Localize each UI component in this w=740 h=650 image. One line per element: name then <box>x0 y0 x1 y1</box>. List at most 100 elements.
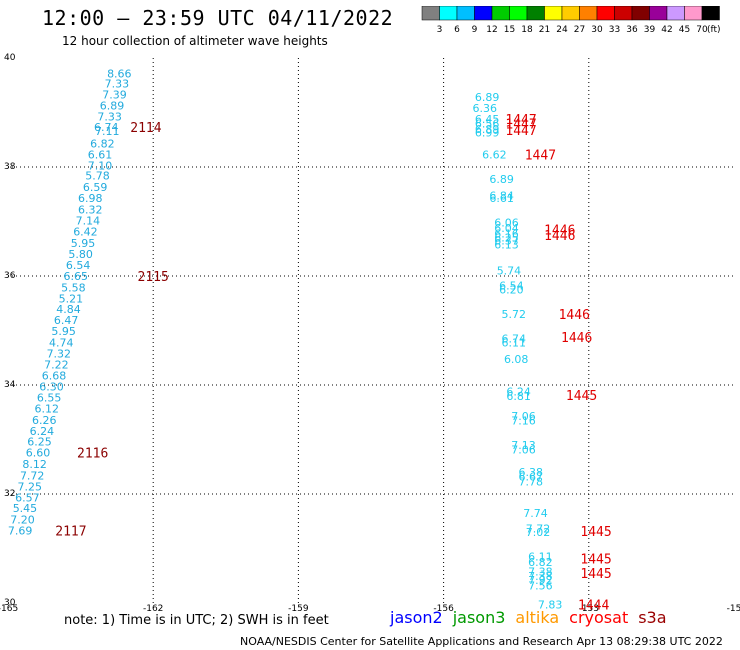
colorbar-label: 3 <box>437 25 443 35</box>
wave-height-label: 7.22 <box>44 358 69 371</box>
wave-height-label: 7.16 <box>511 414 536 427</box>
colorbar-label: 18 <box>521 25 533 35</box>
wave-height-label: 6.98 <box>78 192 103 205</box>
wave-height-label: 6.16 <box>494 227 519 240</box>
colorbar-label: 6 <box>454 25 460 35</box>
y-tick-label: 32 <box>4 489 15 499</box>
colorbar-label: 30 <box>591 25 603 35</box>
wave-height-label: 6.54 <box>66 259 91 272</box>
wave-height-label: 6.99 <box>475 127 500 140</box>
wave-height-label: 6.61 <box>88 148 113 161</box>
wave-height-label: 7.56 <box>528 580 553 593</box>
wave-height-label: 7.32 <box>47 347 72 360</box>
x-tick-label: -159 <box>288 604 309 614</box>
wave-height-label: 6.65 <box>64 270 89 283</box>
wave-height-label: 6.89 <box>475 123 500 136</box>
wave-height-label: 6.06 <box>494 217 519 230</box>
pass-time-label: 1447 <box>505 124 536 139</box>
pass-time-label: 2116 <box>77 447 108 462</box>
wave-height-label: 6.25 <box>27 436 52 449</box>
wave-height-label: 6.25 <box>494 231 519 244</box>
wave-height-label: 7.33 <box>105 78 130 91</box>
footer-note: note: 1) Time is in UTC; 2) SWH is in fe… <box>64 613 329 628</box>
colorbar-label: 33 <box>609 25 620 35</box>
wave-height-label: 6.89 <box>100 99 125 112</box>
pass-time-label: 1446 <box>544 224 575 239</box>
wave-height-label: 6.56 <box>475 117 500 130</box>
wave-height-label: 5.80 <box>68 248 93 261</box>
wave-height-label: 7.72 <box>20 469 45 482</box>
wave-height-label: 6.24 <box>30 425 55 438</box>
wave-height-label: 6.59 <box>83 181 108 194</box>
wave-height-label: 6.45 <box>475 113 500 126</box>
wave-height-label: 6.38 <box>518 466 543 479</box>
colorbar-label: 15 <box>504 25 515 35</box>
wave-height-label: 7.06 <box>511 410 536 423</box>
wave-height-label: 6.74 <box>94 121 119 134</box>
pass-time-label: 1447 <box>525 148 556 163</box>
x-tick-label: -165 <box>0 604 18 614</box>
wave-height-label: 5.95 <box>51 325 76 338</box>
satellite-legend: jason2 jason3 altika cryosat s3a <box>390 608 677 627</box>
pass-time-label: 2115 <box>138 270 169 285</box>
wave-height-label: 6.68 <box>42 370 67 383</box>
wave-height-label: 6.74 <box>502 333 527 346</box>
colorbar-label: 70 <box>696 25 708 35</box>
wave-height-label: 5.45 <box>13 502 38 515</box>
pass-time-label: 1445 <box>580 552 611 567</box>
wave-height-label: 4.84 <box>56 303 81 316</box>
x-tick-label: -156 <box>433 604 454 614</box>
wave-height-label: 7.10 <box>88 159 113 172</box>
wave-height-label: 7.72 <box>526 522 551 535</box>
wave-height-label: 6.82 <box>90 138 115 151</box>
wave-height-label: 6.04 <box>494 222 519 235</box>
colorbar-label: 39 <box>644 25 656 35</box>
pass-time-label: 2114 <box>130 121 161 136</box>
pass-time-label: 1446 <box>544 229 575 244</box>
wave-height-label: 6.84 <box>489 189 514 202</box>
pass-time-label: 1445 <box>566 389 597 404</box>
wave-height-label: 5.74 <box>497 265 522 278</box>
colorbar-label: 21 <box>539 25 550 35</box>
x-tick-label: -153 <box>579 604 599 614</box>
colorbar-label: 9 <box>472 25 478 35</box>
wave-height-label: 7.33 <box>97 110 122 123</box>
wave-height-label: 6.20 <box>499 284 524 297</box>
pass-time-label: 1447 <box>505 113 536 128</box>
page-subtitle: 12 hour collection of altimeter wave hei… <box>62 34 328 48</box>
pass-time-label: 1446 <box>559 308 590 323</box>
wave-height-label: 6.89 <box>475 91 500 104</box>
wave-height-label: 6.62 <box>482 148 507 161</box>
y-tick-label: 40 <box>4 53 16 63</box>
pass-time-label: 1445 <box>580 525 611 540</box>
wave-height-label: 7.11 <box>95 125 120 138</box>
wave-height-label: 6.47 <box>54 314 79 327</box>
y-tick-label: 30 <box>4 598 16 608</box>
pass-time-label: 1445 <box>580 567 611 582</box>
wave-height-label: 4.74 <box>49 336 74 349</box>
colorbar-label: 27 <box>574 25 585 35</box>
wave-height-label: 6.42 <box>73 225 98 238</box>
wave-height-label: 5.95 <box>71 237 96 250</box>
x-tick-label: -15 <box>727 604 740 614</box>
colorbar-label: 24 <box>556 25 568 35</box>
wave-height-label: 5.58 <box>61 281 86 294</box>
wave-height-label: 7.14 <box>76 214 101 227</box>
legend-entry-s3a: s3a <box>638 608 667 627</box>
y-tick-label: 36 <box>4 271 16 281</box>
wave-height-label: 8.12 <box>22 458 47 471</box>
x-tick-label: -162 <box>143 604 163 614</box>
wave-height-label: 8.66 <box>107 67 132 80</box>
wave-height-label: 5.21 <box>59 292 84 305</box>
wave-height-label: 7.13 <box>511 439 536 452</box>
wave-height-label: 7.38 <box>528 565 553 578</box>
colorbar-label: 42 <box>661 25 672 35</box>
wave-height-label: 7.69 <box>8 525 33 538</box>
color-scale-bar: 3 6 9 12 15 18 21 24 27 30 33 36 39 42 45 70 (ft) <box>421 6 721 35</box>
wave-height-label: 6.81 <box>506 390 531 403</box>
wave-height-label: 7.78 <box>518 475 543 488</box>
wave-height-label: 6.54 <box>499 279 524 292</box>
wave-height-label: 6.30 <box>39 381 64 394</box>
